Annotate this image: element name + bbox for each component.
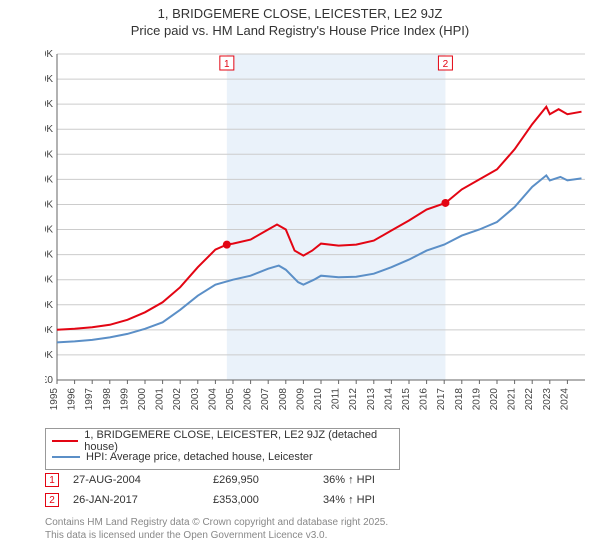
svg-text:2006: 2006	[243, 388, 254, 411]
svg-text:£500K: £500K	[45, 124, 53, 135]
sale-pct: 36% ↑ HPI	[323, 474, 443, 486]
svg-text:£600K: £600K	[45, 74, 53, 85]
svg-text:1996: 1996	[67, 388, 78, 411]
svg-text:2: 2	[443, 59, 449, 70]
svg-text:2013: 2013	[366, 388, 377, 411]
legend-label: 1, BRIDGEMERE CLOSE, LEICESTER, LE2 9JZ …	[84, 429, 393, 453]
sale-date: 27-AUG-2004	[73, 474, 213, 486]
sale-marker-icon: 2	[45, 493, 59, 507]
svg-text:£650K: £650K	[45, 49, 53, 60]
svg-text:£400K: £400K	[45, 174, 53, 185]
chart-area: £0 £50K £100K £150K £200K £250K £300K £350K £400…	[45, 48, 590, 418]
title-subtitle: Price paid vs. HM Land Registry's House …	[0, 23, 600, 38]
svg-text:1: 1	[224, 59, 230, 70]
svg-text:£50K: £50K	[45, 350, 53, 361]
svg-text:£250K: £250K	[45, 250, 53, 261]
svg-text:2020: 2020	[489, 388, 500, 411]
svg-text:2002: 2002	[172, 388, 183, 411]
svg-text:£0: £0	[45, 375, 53, 386]
svg-text:1999: 1999	[119, 388, 130, 411]
svg-text:2000: 2000	[137, 388, 148, 411]
svg-text:£450K: £450K	[45, 149, 53, 160]
sale-price: £269,950	[213, 474, 323, 486]
svg-text:£300K: £300K	[45, 225, 53, 236]
svg-text:2018: 2018	[454, 388, 465, 411]
svg-text:2015: 2015	[401, 388, 412, 411]
svg-text:2010: 2010	[313, 388, 324, 411]
svg-text:2009: 2009	[295, 388, 306, 411]
svg-text:1995: 1995	[49, 388, 60, 411]
legend: 1, BRIDGEMERE CLOSE, LEICESTER, LE2 9JZ …	[45, 428, 400, 470]
line-chart: £0 £50K £100K £150K £200K £250K £300K £350K £400…	[45, 48, 590, 418]
svg-text:2023: 2023	[542, 388, 553, 411]
svg-text:2008: 2008	[278, 388, 289, 411]
footer: Contains HM Land Registry data © Crown c…	[45, 516, 388, 542]
svg-text:£200K: £200K	[45, 275, 53, 286]
sale-row: 1 27-AUG-2004 £269,950 36% ↑ HPI	[45, 470, 443, 490]
legend-item: 1, BRIDGEMERE CLOSE, LEICESTER, LE2 9JZ …	[52, 433, 393, 449]
svg-text:1997: 1997	[84, 388, 95, 411]
sale-price: £353,000	[213, 494, 323, 506]
titles: 1, BRIDGEMERE CLOSE, LEICESTER, LE2 9JZ …	[0, 0, 600, 38]
sale-pct: 34% ↑ HPI	[323, 494, 443, 506]
svg-text:2017: 2017	[436, 388, 447, 411]
svg-text:£350K: £350K	[45, 199, 53, 210]
legend-swatch	[52, 440, 78, 442]
svg-text:2019: 2019	[471, 388, 482, 411]
legend-label: HPI: Average price, detached house, Leic…	[86, 451, 313, 463]
svg-text:2021: 2021	[507, 388, 518, 411]
svg-text:2024: 2024	[559, 388, 570, 411]
svg-text:2007: 2007	[260, 388, 271, 411]
svg-text:2003: 2003	[190, 388, 201, 411]
legend-swatch	[52, 456, 80, 458]
title-address: 1, BRIDGEMERE CLOSE, LEICESTER, LE2 9JZ	[0, 6, 600, 21]
chart-container: 1, BRIDGEMERE CLOSE, LEICESTER, LE2 9JZ …	[0, 0, 600, 560]
svg-text:1998: 1998	[102, 388, 113, 411]
sale-marker-icon: 1	[45, 473, 59, 487]
sale-date: 26-JAN-2017	[73, 494, 213, 506]
footer-line: Contains HM Land Registry data © Crown c…	[45, 516, 388, 529]
svg-text:2005: 2005	[225, 388, 236, 411]
svg-text:2004: 2004	[207, 388, 218, 411]
svg-text:2016: 2016	[419, 388, 430, 411]
svg-text:2011: 2011	[331, 388, 342, 410]
svg-text:2014: 2014	[383, 388, 394, 411]
sale-row: 2 26-JAN-2017 £353,000 34% ↑ HPI	[45, 490, 443, 510]
svg-text:£550K: £550K	[45, 99, 53, 110]
svg-text:2012: 2012	[348, 388, 359, 411]
footer-line: This data is licensed under the Open Gov…	[45, 529, 388, 542]
sales-table: 1 27-AUG-2004 £269,950 36% ↑ HPI 2 26-JA…	[45, 470, 443, 510]
svg-text:2022: 2022	[524, 388, 535, 411]
svg-text:£100K: £100K	[45, 325, 53, 336]
svg-text:£150K: £150K	[45, 300, 53, 311]
svg-text:2001: 2001	[155, 388, 166, 411]
